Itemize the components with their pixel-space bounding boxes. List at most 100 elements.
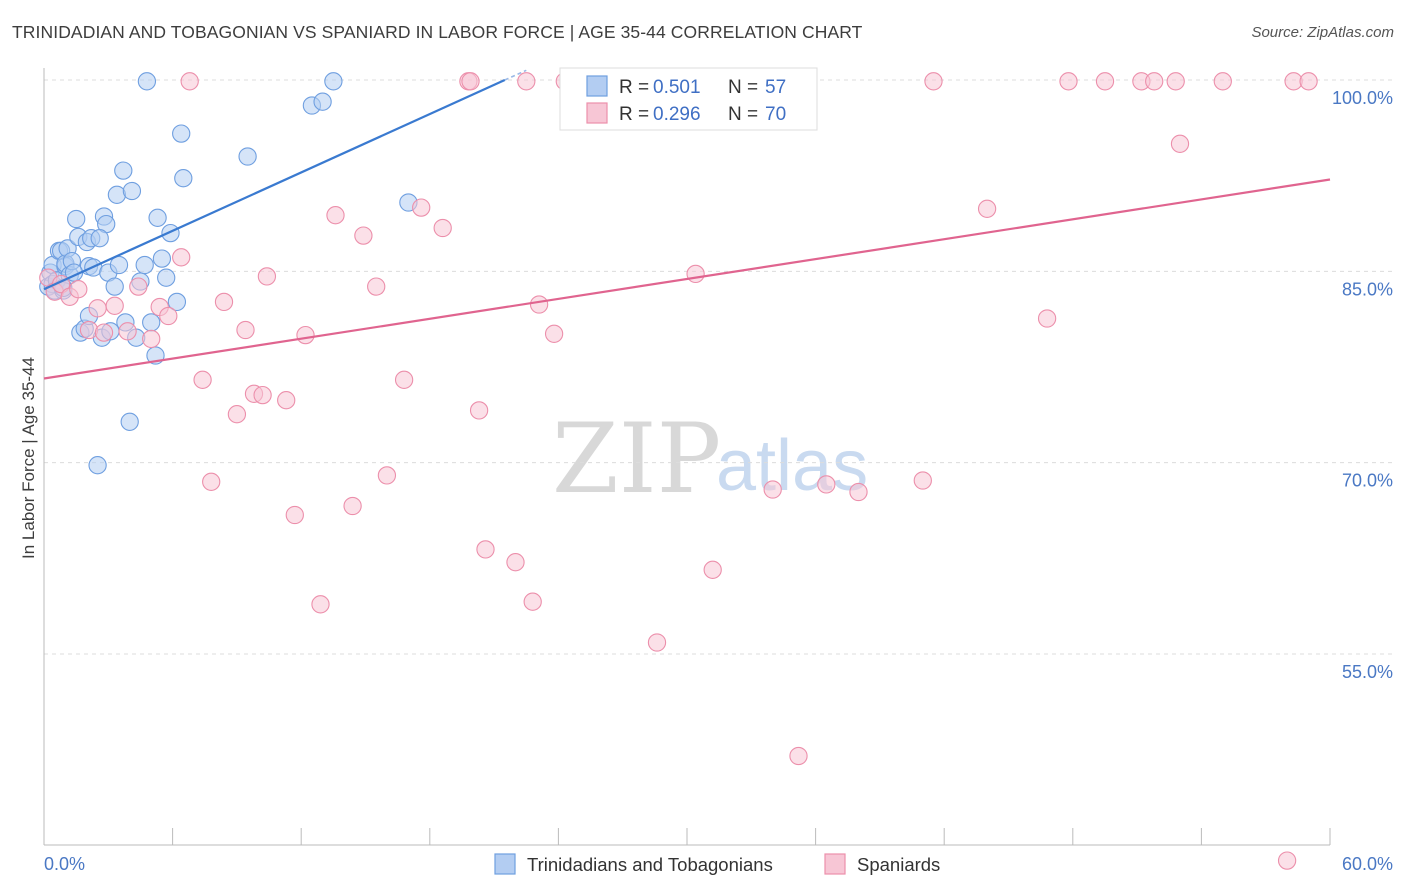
trinidadian-point-31 — [109, 255, 129, 275]
trinidadian-point-39 — [137, 72, 157, 91]
trinidadian-point-48 — [174, 169, 193, 188]
legend-r-value-1: 0.501 — [653, 77, 701, 98]
x-axis-ticks — [43, 828, 1331, 845]
bottom-legend-label-spaniard: Spaniards — [857, 854, 940, 875]
spaniard-point-32 — [412, 198, 431, 217]
y-tick-label-1: 85.0% — [1342, 279, 1393, 299]
correlation-legend: R = 0.501 N = 57 R = 0.296 N = 70 — [559, 67, 818, 131]
spaniard-point-51 — [789, 746, 808, 766]
spaniard-point-52 — [817, 475, 836, 494]
legend-n-label-1: N = — [728, 77, 758, 98]
legend-n-value-2: 70 — [765, 104, 786, 125]
spaniard-point-8 — [118, 322, 137, 341]
spaniard-point-69 — [180, 72, 199, 91]
spaniard-point-26 — [326, 206, 345, 225]
spaniard-point-15 — [202, 472, 221, 491]
spaniard-point-25 — [311, 595, 330, 614]
spaniard-point-55 — [924, 72, 943, 91]
spaniard-point-42 — [544, 324, 564, 343]
spaniard-point-6 — [94, 323, 114, 342]
spaniard-point-35 — [461, 72, 480, 91]
trinidadian-point-23 — [88, 456, 107, 475]
trinidadian-point-56 — [90, 229, 109, 248]
spaniard-point-30 — [377, 466, 397, 485]
legend-swatch-spaniard — [586, 102, 608, 124]
x-tick-label-min: 0.0% — [44, 854, 85, 874]
spaniard-point-13 — [172, 248, 191, 267]
trinidadian-point-44 — [157, 268, 176, 287]
series-legend: Trinidadians and Tobagonians Spaniards — [494, 853, 940, 875]
spaniard-point-20 — [253, 385, 272, 405]
watermark-zip: ZIP — [552, 403, 721, 515]
spaniard-point-63 — [1170, 134, 1190, 153]
legend-swatch-trinidadian — [586, 75, 608, 97]
spaniard-point-57 — [1037, 309, 1057, 328]
spaniard-point-10 — [142, 329, 161, 349]
trinidadian-point-34 — [120, 412, 139, 431]
spaniard-point-9 — [129, 277, 148, 296]
spaniard-point-17 — [227, 405, 247, 424]
spaniard-point-59 — [1095, 72, 1115, 91]
spaniard-point-4 — [69, 280, 88, 299]
trinidadian-point-43 — [152, 249, 172, 268]
spaniard-point-27 — [343, 496, 362, 516]
spaniard-point-68 — [88, 299, 107, 318]
legend-n-label-2: N = — [728, 104, 758, 125]
trinidadian-point-52 — [324, 72, 343, 91]
trinidadian-trend-line — [43, 78, 506, 291]
spaniard-point-31 — [394, 370, 414, 389]
trinidadian-point-30 — [107, 185, 127, 204]
y-axis-title: In Labor Force | Age 35-44 — [19, 357, 38, 559]
y-tick-label-3: 55.0% — [1342, 662, 1393, 682]
spaniard-point-61 — [1145, 72, 1164, 91]
spaniard-point-39 — [517, 72, 536, 91]
bottom-legend-swatch-spaniard — [824, 853, 846, 875]
y-axis-tick-labels: 100.0% 85.0% 70.0% 55.0% — [1332, 88, 1393, 682]
spaniard-point-29 — [367, 277, 386, 296]
trinidadian-point-40 — [142, 313, 161, 332]
trinidadian-point-46 — [167, 292, 187, 312]
spaniard-point-21 — [257, 267, 277, 286]
spaniard-point-16 — [214, 292, 234, 312]
spaniard-point-49 — [703, 560, 722, 579]
spaniard-point-12 — [159, 306, 178, 326]
spaniard-point-33 — [433, 218, 452, 238]
legend-n-value-1: 57 — [765, 77, 786, 98]
spaniard-point-62 — [1166, 72, 1185, 91]
trinidadian-point-38 — [135, 255, 154, 275]
source-label: Source: ZipAtlas.com — [1251, 24, 1394, 41]
watermark-atlas: atlas — [716, 426, 868, 506]
spaniard-point-24 — [296, 325, 315, 345]
spaniard-trend-line — [43, 178, 1331, 380]
bottom-legend-label-trinidadian: Trinidadians and Tobagonians — [527, 854, 773, 875]
spaniard-point-41 — [529, 295, 549, 314]
spaniard-point-48 — [686, 264, 705, 284]
spaniard-point-46 — [647, 633, 667, 652]
x-tick-label-max: 60.0% — [1342, 854, 1393, 874]
spaniard-point-5 — [79, 320, 99, 340]
trinidadian-trend-extension — [504, 69, 527, 81]
trinidadian-point-45 — [161, 223, 180, 243]
trinidadian-point-35 — [122, 181, 142, 201]
legend-r-value-2: 0.296 — [653, 104, 701, 125]
trinidadian-point-51 — [313, 92, 332, 111]
trinidadian-point-49 — [238, 147, 257, 166]
spaniard-point-7 — [105, 296, 124, 315]
spaniard-point-40 — [523, 592, 542, 611]
spaniard-point-36 — [469, 401, 489, 420]
spaniard-point-28 — [354, 226, 373, 245]
scatter-points — [39, 72, 1318, 870]
spaniard-point-58 — [1059, 72, 1078, 91]
y-tick-label-0: 100.0% — [1332, 88, 1393, 108]
spaniard-point-54 — [913, 471, 932, 490]
trinidadian-point-47 — [172, 124, 191, 143]
bottom-legend-swatch-trinidadian — [494, 853, 516, 875]
spaniard-point-23 — [285, 505, 304, 525]
spaniard-point-65 — [1277, 851, 1297, 870]
trinidadian-point-14 — [67, 209, 86, 229]
spaniard-point-18 — [236, 320, 255, 340]
trend-lines — [43, 69, 1331, 380]
spaniard-point-38 — [506, 553, 525, 572]
legend-r-label-2: R = — [619, 104, 649, 125]
